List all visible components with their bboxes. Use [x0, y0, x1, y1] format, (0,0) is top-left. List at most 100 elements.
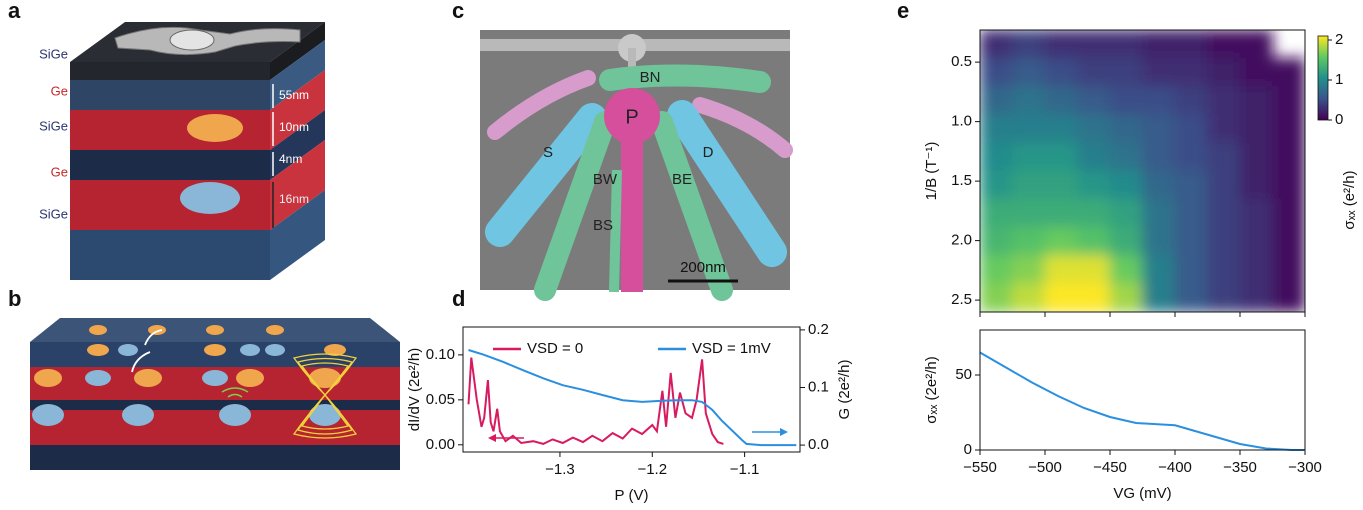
heatmap-cell [1207, 30, 1241, 59]
heatmap-cell [1142, 198, 1176, 228]
heatmap-cell [1239, 114, 1273, 144]
y2-tick-label: 0.0 [808, 436, 829, 453]
heatmap-cell [1239, 226, 1273, 257]
thickness-label: 55nm [279, 88, 309, 102]
heatmap-cell [1012, 85, 1046, 116]
heatmap-cell [1174, 142, 1208, 172]
y-axis-title: dI/dV (2e²/h) [406, 348, 423, 431]
heatmap-cell [1044, 226, 1078, 257]
heatmap-cell [1109, 170, 1143, 200]
legend-label: VSD = 0 [527, 340, 583, 357]
y2-tick-label: 0.1 [808, 378, 829, 395]
heatmap-cell [1077, 142, 1111, 172]
heatmap-cell [1012, 226, 1046, 257]
x-tick-label: −300 [1288, 459, 1322, 476]
x-axis-title: VG (mV) [1113, 485, 1171, 502]
panel-label: b [8, 286, 21, 311]
colorbar-tick-label: 0 [1335, 111, 1343, 128]
heatmap-cell [1109, 114, 1143, 144]
gate-label: S [543, 144, 553, 161]
heatmap-cell [1142, 170, 1176, 200]
heatmap-cell [1012, 57, 1046, 87]
heatmap-cell [1239, 255, 1273, 285]
heatmap-cell [1142, 57, 1176, 87]
y-tick-label: 50 [955, 366, 972, 383]
heatmap-cell [1077, 198, 1111, 228]
layer-label: Ge [51, 83, 68, 98]
heatmap-cell [1174, 30, 1208, 59]
heatmap-cell [1142, 255, 1176, 285]
heatmap-cell [1272, 85, 1305, 116]
data-line [979, 351, 1305, 451]
heatmap-cell [1077, 255, 1111, 285]
heatmap-cell [1207, 170, 1241, 200]
heatmap-cell [1109, 198, 1143, 228]
heatmap-cell [1174, 255, 1208, 285]
heatmap-cell [980, 57, 1013, 87]
heatmap-cell [1239, 57, 1273, 87]
heatmap-cell [1077, 170, 1111, 200]
x-tick-label: −1.3 [545, 461, 575, 478]
y2-tick-label: 0.2 [808, 321, 829, 338]
y-tick-label: 2.0 [951, 232, 972, 249]
heatmap-cell [1272, 226, 1305, 257]
legend-label: VSD = 1mV [692, 340, 771, 357]
layer-stack [70, 22, 325, 280]
heatmap-cell [1012, 255, 1046, 285]
y-tick-label: 0 [964, 441, 972, 458]
y-tick-label: 0.5 [951, 53, 972, 70]
x-tick-label: −1.1 [730, 461, 760, 478]
layer-label: SiGe [39, 206, 68, 221]
thickness-label: 4nm [279, 152, 302, 166]
y-tick-label: 1.0 [951, 113, 972, 130]
y-tick-label: 2.5 [951, 291, 972, 308]
heatmap-cell [1174, 170, 1208, 200]
heatmap-cell [1142, 30, 1176, 59]
heatmap-cell [1044, 142, 1078, 172]
heatmap-cell [1174, 198, 1208, 228]
gate-label: D [703, 144, 714, 161]
heatmap-cell [1012, 170, 1046, 200]
heatmap-cell [1142, 142, 1176, 172]
heatmap-cell [1272, 114, 1305, 144]
heatmap-cell [1077, 85, 1111, 116]
heatmap-cell [980, 142, 1013, 172]
heatmap-cell [1142, 283, 1176, 312]
thickness-label: 16nm [279, 192, 309, 206]
plot-frame [979, 329, 1306, 451]
heatmap-cell [1174, 226, 1208, 257]
heatmap-cell [980, 198, 1013, 228]
gate-label: BN [640, 69, 661, 86]
data-line [468, 349, 797, 447]
heatmap-cell [1109, 226, 1143, 257]
y-axis-title: 1/B (T⁻¹) [923, 142, 940, 201]
heatmap-cell [1077, 283, 1111, 312]
heatmap-cell [1109, 30, 1143, 59]
heatmap-cell [1109, 142, 1143, 172]
heatmap-cell [980, 255, 1013, 285]
axis-arrows [488, 428, 788, 442]
layer-label: Ge [51, 164, 68, 179]
heatmap-cell [1142, 226, 1176, 257]
heatmap-cell [980, 85, 1013, 116]
heatmap-cell [1272, 198, 1305, 228]
heatmap-cell [1207, 142, 1241, 172]
heatmap-cell [1044, 85, 1078, 116]
heatmap-cell [1272, 142, 1305, 172]
x-tick-label: −1.2 [637, 461, 667, 478]
heatmap-cell [1207, 198, 1241, 228]
heatmap-cell [1207, 226, 1241, 257]
heatmap-cell [1174, 57, 1208, 87]
heatmap-cell [1044, 170, 1078, 200]
y2-axis-title: G (2e²/h) [836, 359, 853, 419]
colorbar-tick-label: 2 [1335, 31, 1343, 48]
panel-label: c [452, 0, 464, 23]
heatmap-cell [1142, 85, 1176, 116]
heatmap-cell [1012, 30, 1046, 59]
device-schematic [30, 318, 400, 470]
heatmap-cell [1272, 170, 1305, 200]
heatmap-cell [1109, 283, 1143, 312]
plot-frame [979, 29, 1306, 313]
heatmap-cell [980, 114, 1013, 144]
